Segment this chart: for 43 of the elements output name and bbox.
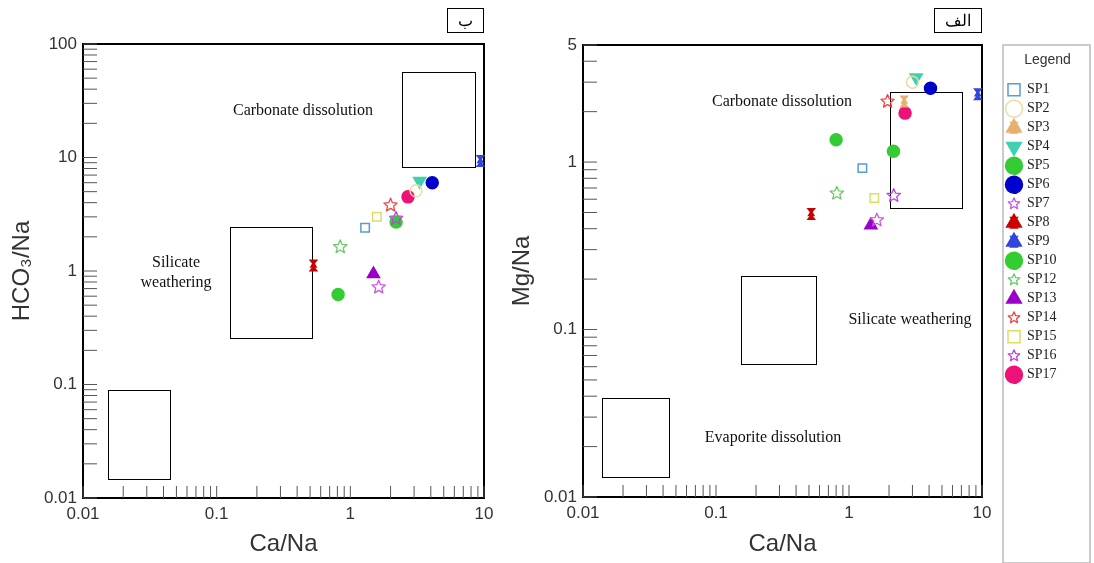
legend-label: SP10 (1027, 252, 1057, 268)
legend-label: SP2 (1027, 100, 1050, 116)
legend-label: SP15 (1027, 328, 1057, 344)
x-tick-label: 10 (474, 503, 494, 523)
y-tick-label: 1 (567, 151, 577, 171)
chart-title: ب (447, 8, 484, 33)
legend-label: SP4 (1027, 138, 1050, 154)
legend-label: SP12 (1027, 271, 1057, 287)
legend-label: SP6 (1027, 176, 1050, 192)
y-axis-title: Mg/Na (507, 235, 535, 307)
y-tick-label: 0.01 (43, 487, 77, 507)
annotation: Silicate weathering (140, 253, 212, 292)
legend-label: SP7 (1027, 195, 1050, 211)
annotation: Silicate weathering (848, 310, 972, 329)
x-tick-label: 1 (844, 502, 854, 522)
legend-label: SP9 (1027, 233, 1050, 249)
y-tick-label: 10 (58, 147, 77, 167)
x-tick-label: 1 (345, 503, 356, 523)
legend-label: SP1 (1027, 81, 1050, 97)
legend-label: SP13 (1027, 290, 1057, 306)
y-tick-label: 0.1 (53, 374, 77, 394)
y-tick-label: 100 (48, 33, 77, 53)
y-tick-label: 5 (567, 34, 577, 54)
legend-label: SP3 (1027, 119, 1050, 135)
annotation: Evaporite dissolution (704, 428, 842, 447)
legend-label: SP14 (1027, 309, 1057, 325)
legend-label: SP17 (1027, 366, 1057, 382)
x-tick-label: 0.1 (704, 502, 728, 522)
legend-label: SP8 (1027, 214, 1050, 230)
x-axis-title: Ca/Na (748, 529, 818, 557)
legend-label: SP16 (1027, 347, 1057, 363)
y-tick-label: 0.1 (553, 319, 577, 339)
x-tick-label: 10 (972, 502, 992, 522)
annotation: Carbonate dissolution (233, 101, 373, 119)
legend-label: SP5 (1027, 157, 1050, 173)
chart-title: الف (934, 8, 982, 33)
legend-title: Legend (1024, 50, 1071, 67)
x-tick-label: 0.1 (204, 503, 229, 523)
y-tick-label: 1 (67, 260, 77, 280)
y-tick-label: 0.01 (543, 486, 577, 506)
annotation: Carbonate dissolution (712, 92, 852, 110)
y-axis-title: HCO₃/Na (7, 220, 35, 322)
x-axis-title: Ca/Na (249, 529, 319, 557)
